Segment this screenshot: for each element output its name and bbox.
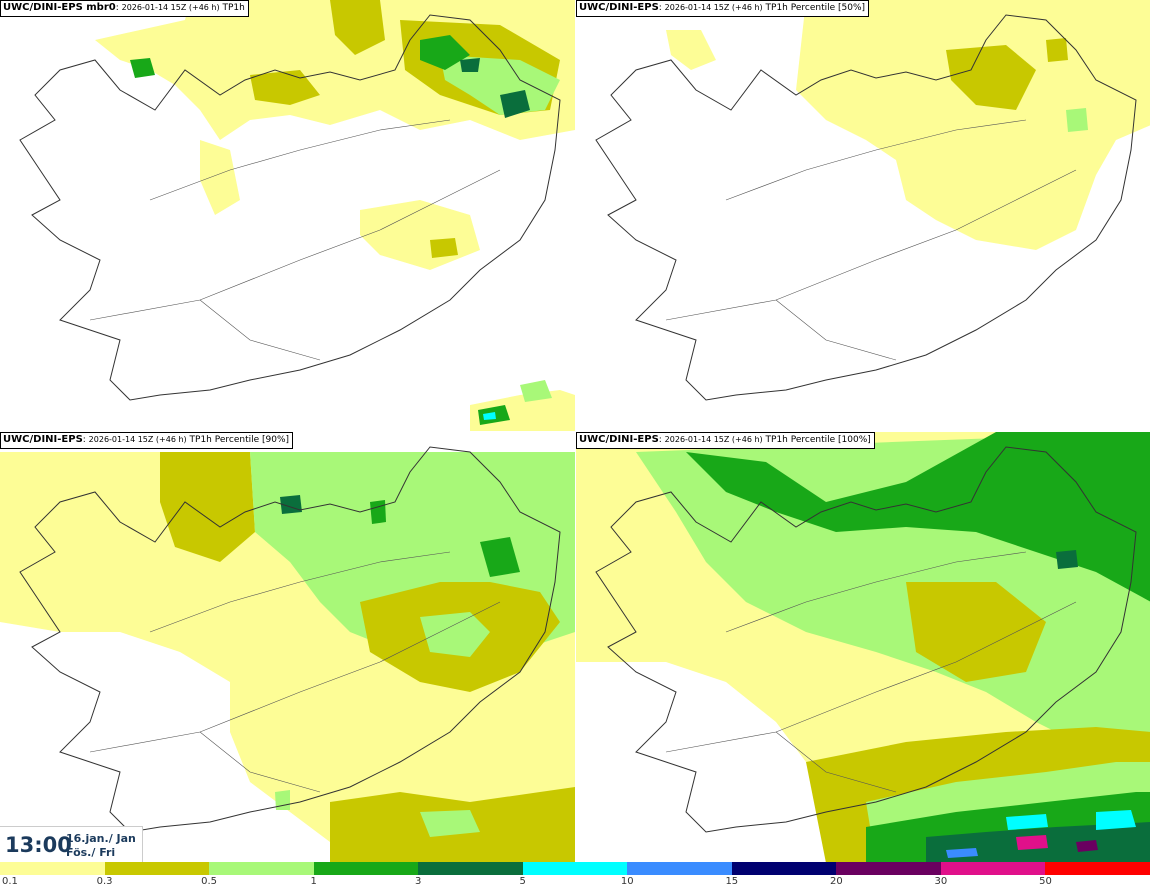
- colorbar-segment: [627, 862, 732, 875]
- field-name: TP1h Percentile [100%]: [765, 435, 871, 445]
- map-panel-member0: UWC/DINI-EPS mbr0: 2026-01-14 15Z (+46 h…: [0, 0, 575, 431]
- model-name: UWC/DINI-EPS: [3, 434, 83, 445]
- field-name: TP1h Percentile [90%]: [189, 435, 290, 445]
- run-time: 2026-01-14 15Z (+46 h): [88, 435, 187, 444]
- panel-title: UWC/DINI-EPS: 2026-01-14 15Z (+46 h) TP1…: [576, 0, 870, 17]
- colorbar-tick-label: 1: [310, 876, 317, 887]
- colorbar-segment: [0, 862, 105, 875]
- colorbar-tick-label: 30: [934, 876, 948, 887]
- panel-title: UWC/DINI-EPS mbr0: 2026-01-14 15Z (+46 h…: [0, 0, 249, 17]
- precip-map-member0: [19, 0, 575, 431]
- panel-title: UWC/DINI-EPS: 2026-01-14 15Z (+46 h) TP1…: [576, 432, 875, 449]
- colorbar-tick-label: 5: [519, 876, 526, 887]
- field-name: TP1h Percentile [50%]: [765, 3, 866, 13]
- colorbar-segment: [940, 862, 1046, 875]
- map-panel-p50: UWC/DINI-EPS: 2026-01-14 15Z (+46 h) TP1…: [576, 0, 1150, 431]
- colorbar-segment: [209, 862, 314, 875]
- field-name: TP1h: [222, 3, 245, 13]
- run-time: 2026-01-14 15Z (+46 h): [664, 3, 763, 12]
- panel-title: UWC/DINI-EPS: 2026-01-14 15Z (+46 h) TP1…: [0, 432, 294, 449]
- model-name: UWC/DINI-EPS mbr0: [3, 2, 116, 13]
- colorbar-tick-label: 0.5: [201, 876, 218, 887]
- valid-date-line1: 16.jan./ Jan: [66, 832, 136, 845]
- colorbar-segment: [1045, 862, 1150, 875]
- precip-map-p90: [0, 446, 575, 863]
- valid-time-box: 13:00 16.jan./ Jan Fös./ Fri: [0, 826, 143, 863]
- model-name: UWC/DINI-EPS: [579, 434, 659, 445]
- precip-colorbar: [0, 862, 1150, 875]
- colorbar-tick-label: 10: [620, 876, 634, 887]
- model-name: UWC/DINI-EPS: [579, 2, 659, 13]
- colorbar-segment: [104, 862, 210, 875]
- map-panel-p100: UWC/DINI-EPS: 2026-01-14 15Z (+46 h) TP1…: [576, 432, 1150, 863]
- map-panel-p90: UWC/DINI-EPS: 2026-01-14 15Z (+46 h) TP1…: [0, 432, 575, 863]
- colorbar-segment: [418, 862, 523, 875]
- colorbar-tick-label: 0.1: [2, 876, 18, 887]
- colorbar-segment: [522, 862, 628, 875]
- colorbar-tick-label: 3: [414, 876, 422, 887]
- colorbar-segment: [836, 862, 941, 875]
- precip-map-p50: [595, 0, 1150, 401]
- valid-time: 13:00: [5, 833, 72, 857]
- panel-divider-horizontal: [0, 431, 1150, 432]
- colorbar-segment: [731, 862, 837, 875]
- run-time: 2026-01-14 15Z (+46 h): [664, 435, 763, 444]
- colorbar-tick-label: 0.3: [96, 876, 113, 887]
- colorbar-tick-label: 20: [829, 876, 843, 887]
- colorbar-ticks: 0.1 0.3 0.5 1 3 5 10 15 20 30 50: [0, 876, 1150, 891]
- colorbar-segment: [313, 862, 419, 875]
- colorbar-tick-label: 50: [1039, 876, 1052, 887]
- precip-map-p100: [576, 432, 1150, 863]
- colorbar-tick-label: 15: [725, 876, 739, 887]
- valid-date-line2: Fös./ Fri: [66, 846, 116, 859]
- run-time: 2026-01-14 15Z (+46 h): [121, 3, 220, 12]
